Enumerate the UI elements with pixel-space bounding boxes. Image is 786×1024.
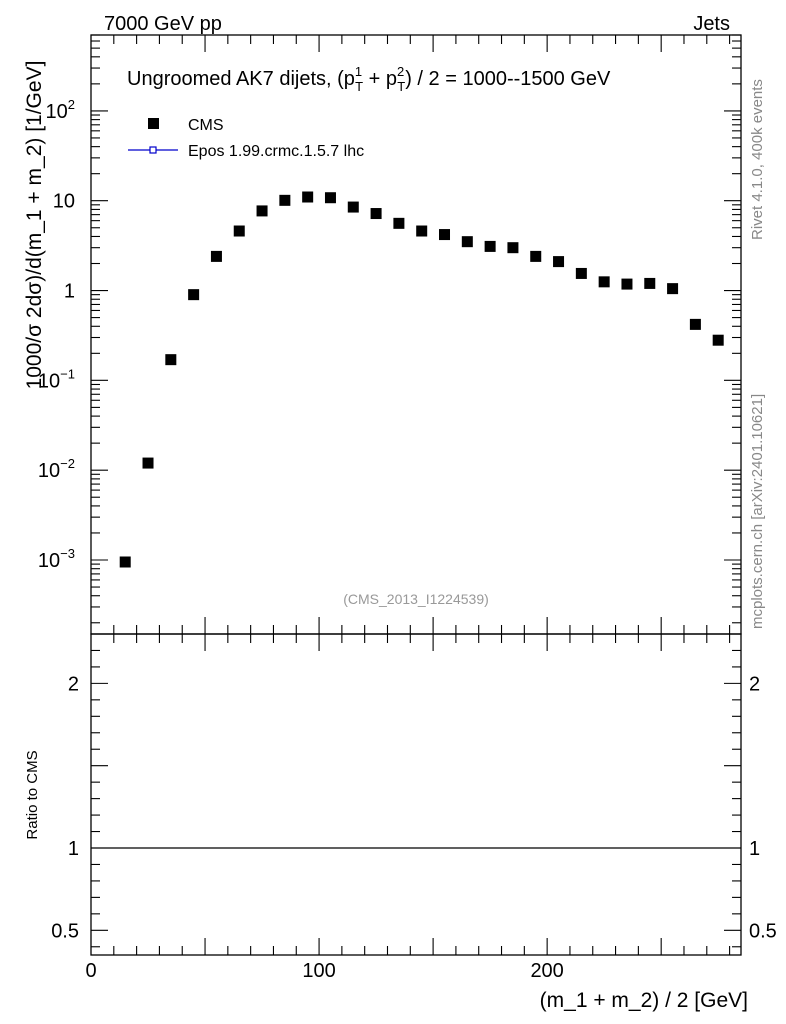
legend-marker-cms bbox=[148, 118, 159, 129]
cms-point bbox=[347, 201, 359, 213]
cms-point bbox=[439, 229, 451, 241]
cms-point bbox=[370, 208, 382, 220]
legend-label-epos: Epos 1.99.crmc.1.5.7 lhc bbox=[188, 143, 364, 160]
title-suffix: ) / 2 = 1000--1500 GeV bbox=[405, 68, 611, 90]
cms-point bbox=[233, 225, 245, 237]
title-mid: + p bbox=[363, 68, 397, 90]
process-label: Jets bbox=[693, 13, 730, 35]
title-sub2: T bbox=[397, 79, 405, 94]
energy-label: 7000 GeV pp bbox=[104, 13, 222, 35]
legend-marker-epos bbox=[149, 146, 157, 154]
title-prefix: Ungroomed AK7 dijets, (p bbox=[127, 68, 355, 90]
legend-label-cms: CMS bbox=[188, 117, 224, 134]
ratio-plot-frame bbox=[90, 633, 742, 956]
analysis-id: (CMS_2013_I1224539) bbox=[343, 591, 489, 607]
y-tick-label: 1 bbox=[64, 281, 75, 303]
cms-point bbox=[393, 217, 405, 229]
x-axis-label: (m_1 + m_2) / 2 [GeV] bbox=[540, 989, 748, 1012]
cms-point bbox=[575, 267, 587, 279]
cms-point bbox=[324, 192, 336, 204]
x-tick-labels: 0 100 200 bbox=[85, 960, 563, 982]
cms-point bbox=[416, 225, 428, 237]
y-tick-label: 10−1 bbox=[38, 366, 75, 392]
cms-point bbox=[484, 240, 496, 252]
source-label: mcplots.cern.ch [arXiv:2401.10621] bbox=[749, 394, 766, 629]
main-y-tick-labels: 102 10 1 10−1 10−2 10−3 bbox=[38, 97, 75, 572]
y-tick-label: 102 bbox=[46, 97, 75, 123]
ratio-axis-ticks bbox=[91, 634, 741, 955]
cms-point bbox=[530, 250, 542, 262]
cms-point bbox=[188, 289, 200, 301]
cms-point bbox=[165, 354, 177, 366]
cms-point bbox=[142, 457, 154, 469]
cms-point bbox=[621, 278, 633, 290]
cms-data-points bbox=[119, 191, 724, 568]
cms-point bbox=[644, 277, 656, 289]
ratio-tick-label-right: 2 bbox=[749, 673, 760, 695]
cms-point bbox=[507, 242, 519, 254]
cms-point bbox=[119, 556, 131, 568]
ratio-tick-label-right: 1 bbox=[749, 838, 760, 860]
ratio-tick-label-left: 2 bbox=[68, 673, 79, 695]
title-sub1: T bbox=[355, 79, 363, 94]
y-tick-label: 10−2 bbox=[38, 456, 75, 482]
cms-point bbox=[712, 334, 724, 346]
cms-point bbox=[279, 194, 291, 206]
ratio-y-axis-label: Ratio to CMS bbox=[24, 750, 41, 839]
cms-point bbox=[461, 236, 473, 248]
ratio-tick-label-left: 0.5 bbox=[51, 920, 79, 942]
chart-title: Ungroomed AK7 dijets, (p1 T + p2 T) / 2 = … bbox=[127, 64, 611, 94]
x-tick-label: 0 bbox=[85, 960, 96, 982]
cms-point bbox=[553, 256, 565, 268]
main-axis-ticks bbox=[91, 34, 741, 634]
cms-point bbox=[689, 318, 701, 330]
y-axis-label: 1000/σ 2dσ)/d(m_1 + m_2) [1/GeV] bbox=[23, 61, 46, 390]
cms-point bbox=[302, 191, 314, 203]
rivet-label: Rivet 4.1.0, 400k events bbox=[749, 79, 766, 240]
title-sup2: 2 bbox=[397, 64, 404, 79]
cms-point bbox=[256, 205, 268, 217]
cms-point bbox=[598, 276, 610, 288]
y-tick-label: 10−3 bbox=[38, 546, 75, 572]
y-tick-label: 10 bbox=[53, 191, 75, 213]
cms-point bbox=[667, 283, 679, 295]
title-sup1: 1 bbox=[355, 64, 362, 79]
x-tick-label: 200 bbox=[530, 960, 563, 982]
ratio-tick-label-left: 1 bbox=[68, 838, 79, 860]
ratio-tick-label-right: 0.5 bbox=[749, 920, 777, 942]
ratio-y-tick-labels: 2 2 1 1 0.5 0.5 bbox=[51, 673, 777, 942]
cms-point bbox=[210, 250, 222, 262]
x-tick-label: 100 bbox=[302, 960, 335, 982]
legend: CMS Epos 1.99.crmc.1.5.7 lhc bbox=[128, 117, 364, 160]
